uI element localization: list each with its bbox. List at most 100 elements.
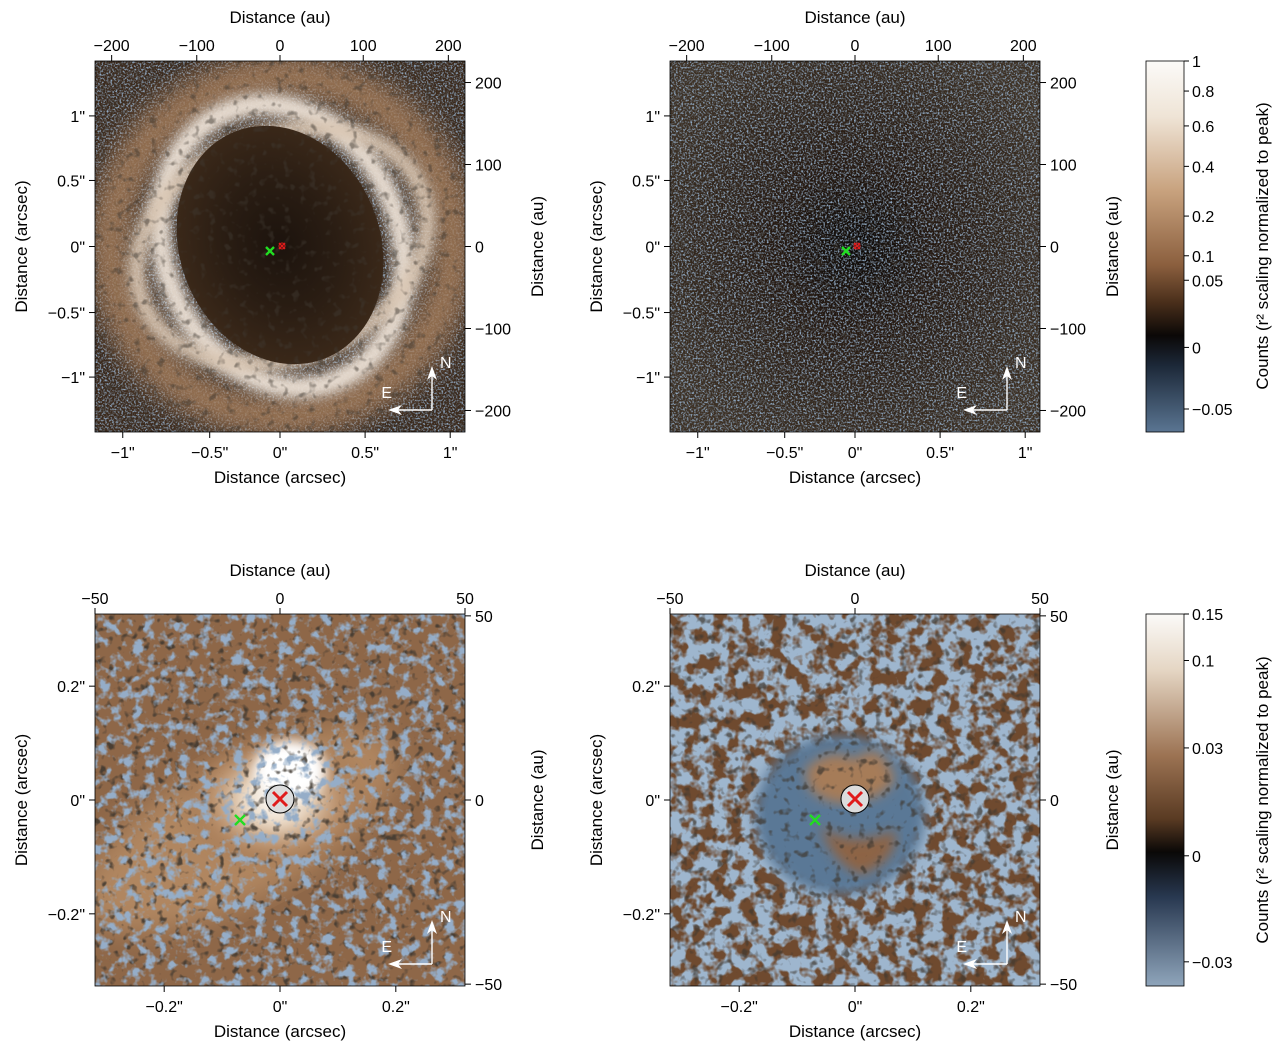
- colorbar-tick-label: 0: [1192, 849, 1201, 866]
- colorbar-tick-label: 1: [1192, 54, 1201, 71]
- star-x-icon: [271, 790, 289, 808]
- panel-top-right: [669, 60, 1041, 433]
- right-tick-label: −100: [1050, 321, 1086, 338]
- bottom-axis-title: Distance (arcsec): [789, 1022, 921, 1041]
- east-label: E: [381, 939, 392, 956]
- image-bottom-left: [95, 614, 465, 986]
- right-tick-label: 0: [1050, 240, 1059, 257]
- compass-arrows: NE: [956, 909, 1027, 969]
- left-axis-title: Distance (arcsec): [587, 180, 606, 312]
- top-tick-label: 50: [456, 591, 474, 608]
- bottom-axis-title: Distance (arcsec): [214, 1022, 346, 1041]
- top-tick-label: 200: [435, 38, 462, 55]
- left-tick-label: 0": [70, 240, 85, 257]
- bottom-tick-label: 0": [848, 445, 863, 462]
- star-mask-circle: [853, 242, 861, 250]
- left-axis-title: Distance (arcsec): [587, 734, 606, 866]
- left-tick-label: −0.2": [48, 907, 85, 924]
- right-axis-title: Distance (au): [528, 196, 547, 297]
- top-tick-label: −200: [94, 38, 130, 55]
- north-arrow-head-icon: [1002, 920, 1012, 934]
- bottom-tick-label: −0.2": [721, 999, 758, 1016]
- north-label: N: [440, 355, 452, 372]
- east-arrow-head-icon: [963, 959, 977, 969]
- colorbar-top-gradient: [1145, 60, 1185, 433]
- colorbar-tick-label: 0.1: [1192, 654, 1214, 671]
- left-tick-label: −0.2": [623, 907, 660, 924]
- axes-top-right: −1" −0.5" 0" 0.5" 1" −200 −100 0 100 200 1" 0.5" 0" −…: [587, 8, 1122, 487]
- bottom-axis-title: Distance (arcsec): [214, 468, 346, 487]
- right-tick-label: 50: [475, 609, 493, 626]
- colorbar-tick-label: 0: [1192, 340, 1201, 357]
- right-tick-label: −200: [475, 403, 511, 420]
- star-x-icon: [853, 242, 861, 250]
- colorbar-tick-label: 0.4: [1192, 159, 1214, 176]
- top-tick-label: 0: [851, 591, 860, 608]
- right-tick-label: 200: [475, 76, 502, 93]
- companion-x-icon: [841, 246, 851, 256]
- top-tick-label: 100: [925, 38, 952, 55]
- bottom-tick-label: −0.2": [146, 999, 183, 1016]
- north-label: N: [440, 909, 452, 926]
- east-arrow-head-icon: [388, 405, 402, 415]
- colorbar-tick-label: 0.03: [1192, 741, 1223, 758]
- top-tick-label: 0: [851, 38, 860, 55]
- left-tick-label: −0.5": [48, 306, 85, 323]
- right-axis-title: Distance (au): [1103, 749, 1122, 850]
- right-tick-label: 100: [1050, 158, 1077, 175]
- bottom-tick-label: 0.2": [957, 999, 985, 1016]
- compass-arrows: NE: [381, 355, 452, 415]
- bottom-tick-label: −1": [686, 445, 710, 462]
- top-tick-label: −200: [669, 38, 705, 55]
- right-tick-label: 0: [1050, 793, 1059, 810]
- left-tick-label: 0.5": [57, 173, 85, 190]
- compass-arrows: NE: [381, 909, 452, 969]
- companion-x-icon: [234, 814, 246, 826]
- left-tick-label: 0": [645, 240, 660, 257]
- colorbar-tick-label: 0.8: [1192, 84, 1214, 101]
- colorbar-bottom-gradient: [1145, 613, 1185, 987]
- right-tick-label: 0: [475, 793, 484, 810]
- colorbar-bottom: 0.15 0.1 0.03 0 −0.03 Counts (r² scaling nor…: [1145, 607, 1272, 987]
- north-label: N: [1015, 909, 1027, 926]
- star-mask-circle: [278, 242, 286, 250]
- star-x-icon: [846, 790, 864, 808]
- left-tick-label: 1": [645, 109, 660, 126]
- right-tick-label: 0: [475, 240, 484, 257]
- panel-top-left: [94, 60, 466, 433]
- top-axis-title: Distance (au): [804, 561, 905, 580]
- bottom-tick-label: −0.5": [191, 445, 228, 462]
- colorbar-tick-label: 0.1: [1192, 249, 1214, 266]
- colorbar-bottom-label: Counts (r² scaling normalized to peak): [1253, 656, 1272, 943]
- top-tick-label: 100: [350, 38, 377, 55]
- east-label: E: [956, 385, 967, 402]
- left-tick-label: −1": [636, 370, 660, 387]
- bottom-tick-label: 1": [1018, 445, 1033, 462]
- top-tick-label: −100: [754, 38, 790, 55]
- panel-bottom-left: [94, 613, 466, 987]
- colorbar-tick-label: −0.05: [1192, 402, 1233, 419]
- north-arrow-head-icon: [427, 920, 437, 934]
- left-tick-label: 0.2": [57, 679, 85, 696]
- top-tick-label: −100: [179, 38, 215, 55]
- top-axis-title: Distance (au): [229, 561, 330, 580]
- image-top-left: [95, 61, 465, 432]
- left-tick-label: 0.5": [632, 173, 660, 190]
- right-tick-label: −50: [1050, 977, 1077, 994]
- companion-x-icon: [809, 814, 821, 826]
- east-label: E: [381, 385, 392, 402]
- north-label: N: [1015, 355, 1027, 372]
- bottom-tick-label: −1": [111, 445, 135, 462]
- top-tick-label: 50: [1031, 591, 1049, 608]
- star-x-icon: [278, 242, 286, 250]
- east-arrow-head-icon: [388, 959, 402, 969]
- right-tick-label: −50: [475, 977, 502, 994]
- top-tick-label: 0: [276, 38, 285, 55]
- colorbar-tick-label: 0.15: [1192, 607, 1223, 624]
- colorbar-tick-label: 0.2: [1192, 209, 1214, 226]
- bottom-tick-label: 1": [443, 445, 458, 462]
- companion-x-icon: [265, 246, 275, 256]
- right-tick-label: −100: [475, 321, 511, 338]
- top-axis-title: Distance (au): [229, 8, 330, 27]
- left-tick-label: 1": [70, 109, 85, 126]
